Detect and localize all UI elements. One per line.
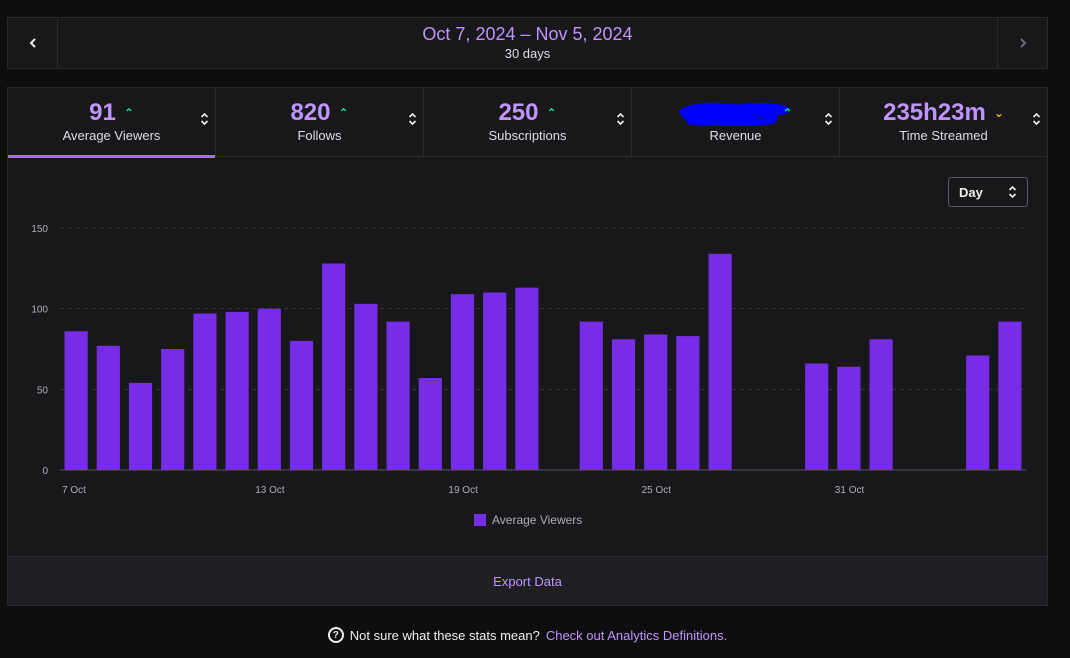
bar-oct-31[interactable] — [837, 366, 861, 470]
bar-oct-7[interactable] — [64, 331, 88, 470]
metric-tab-average-viewers[interactable]: 91 ⌃ Average Viewers — [8, 88, 216, 158]
bar-oct-30[interactable] — [805, 363, 829, 470]
metric-tab-time-streamed[interactable]: 235h23m ⌄ Time Streamed — [840, 88, 1047, 157]
metric-value: 91 — [89, 99, 116, 126]
x-tick-label: 7 Oct — [62, 485, 86, 496]
previous-period-button[interactable] — [8, 18, 58, 68]
bar-oct-17[interactable] — [386, 321, 410, 470]
granularity-value: Day — [959, 184, 983, 200]
average-viewers-chart: 0 50 100 150 7 Oct 13 Oct 19 Oct 25 Oct 31 Oct — [31, 224, 1026, 496]
x-tick-label: 19 Oct — [448, 485, 478, 496]
metric-value: 250 — [498, 99, 539, 126]
trend-up-icon: ⌃ — [338, 106, 349, 120]
bar-oct-20[interactable] — [483, 292, 507, 470]
trend-up-icon: ⌃ — [546, 106, 557, 120]
trend-up-icon: ⌃ — [782, 106, 793, 120]
date-range-duration: 30 days — [504, 46, 551, 61]
x-tick-label: 31 Oct — [835, 485, 865, 496]
date-range-bar: Oct 7, 2024 – Nov 5, 2024 30 days — [7, 17, 1048, 69]
question-circle-icon: ? — [327, 627, 344, 643]
stats-panel: 91 ⌃ Average Viewers 820 ⌃ Follows 250 ⌃… — [7, 87, 1048, 606]
redacted-value-scribble — [679, 102, 789, 126]
bar-oct-19[interactable] — [450, 294, 475, 470]
trend-down-icon: ⌄ — [993, 106, 1004, 120]
metric-tab-follows[interactable]: 820 ⌃ Follows — [216, 88, 424, 157]
help-footer: ? Not sure what these stats mean? Check … — [0, 627, 1055, 643]
y-tick-label: 50 — [37, 385, 49, 396]
granularity-select[interactable]: Day — [948, 177, 1028, 207]
export-bar: Export Data — [8, 556, 1047, 605]
export-data-button[interactable]: Export Data — [493, 573, 562, 589]
y-tick-label: 0 — [42, 466, 48, 477]
y-tick-label: 100 — [31, 305, 48, 316]
metric-label: Time Streamed — [899, 128, 988, 143]
y-tick-label: 150 — [31, 224, 48, 235]
chevron-left-icon — [29, 38, 36, 48]
metric-tabs: 91 ⌃ Average Viewers 820 ⌃ Follows 250 ⌃… — [8, 88, 1047, 158]
metric-tab-subscriptions[interactable]: 250 ⌃ Subscriptions — [424, 88, 632, 157]
x-tick-label: 13 Oct — [255, 485, 285, 496]
metric-label: Subscriptions — [488, 128, 567, 143]
metric-label: Follows — [297, 128, 342, 143]
metric-label: Average Viewers — [62, 128, 161, 143]
bar-oct-8[interactable] — [96, 345, 120, 470]
sort-icon[interactable] — [824, 112, 833, 126]
bar-oct-23[interactable] — [579, 321, 603, 470]
analytics-definitions-link[interactable]: Check out Analytics Definitions. — [545, 627, 728, 643]
bar-oct-21[interactable] — [515, 287, 539, 470]
sort-icon[interactable] — [616, 112, 625, 126]
next-period-button[interactable] — [997, 18, 1047, 68]
sort-icon[interactable] — [1032, 112, 1041, 126]
date-range-display[interactable]: Oct 7, 2024 – Nov 5, 2024 30 days — [58, 18, 997, 68]
bar-oct-16[interactable] — [354, 303, 378, 470]
bar-oct-18[interactable] — [418, 378, 442, 470]
metric-value: 820 — [290, 99, 331, 126]
help-text: Not sure what these stats mean? — [349, 627, 540, 643]
metric-value: 235h23m — [883, 99, 986, 126]
bar-oct-13[interactable] — [257, 308, 281, 470]
bar-oct-15[interactable] — [322, 263, 346, 470]
bar-oct-24[interactable] — [611, 339, 636, 470]
chart-legend[interactable]: Average Viewers — [474, 513, 582, 527]
sort-icon[interactable] — [200, 112, 209, 126]
bar-oct-25[interactable] — [644, 334, 668, 470]
bar-nov-5[interactable] — [998, 321, 1022, 470]
x-tick-label: 25 Oct — [642, 485, 672, 496]
bar-oct-12[interactable] — [225, 311, 249, 470]
chevron-right-icon — [1019, 38, 1026, 48]
trend-up-icon: ⌃ — [123, 106, 134, 120]
legend-swatch — [474, 514, 486, 526]
sort-icon[interactable] — [408, 112, 417, 126]
bar-oct-14[interactable] — [289, 340, 314, 470]
bar-nov-4[interactable] — [966, 355, 990, 470]
chevron-updown-icon — [1008, 185, 1017, 199]
bar-oct-10[interactable] — [161, 349, 185, 470]
bar-oct-27[interactable] — [708, 253, 732, 470]
bar-oct-26[interactable] — [676, 336, 700, 470]
bar-nov-1[interactable] — [869, 339, 893, 470]
legend-label: Average Viewers — [492, 513, 583, 527]
bar-oct-9[interactable] — [128, 382, 153, 470]
bar-oct-11[interactable] — [193, 313, 217, 470]
metric-tab-revenue[interactable]: ⌃ Revenue — [632, 88, 840, 157]
date-range-text: Oct 7, 2024 – Nov 5, 2024 — [422, 24, 633, 44]
metric-label: Revenue — [709, 128, 762, 143]
